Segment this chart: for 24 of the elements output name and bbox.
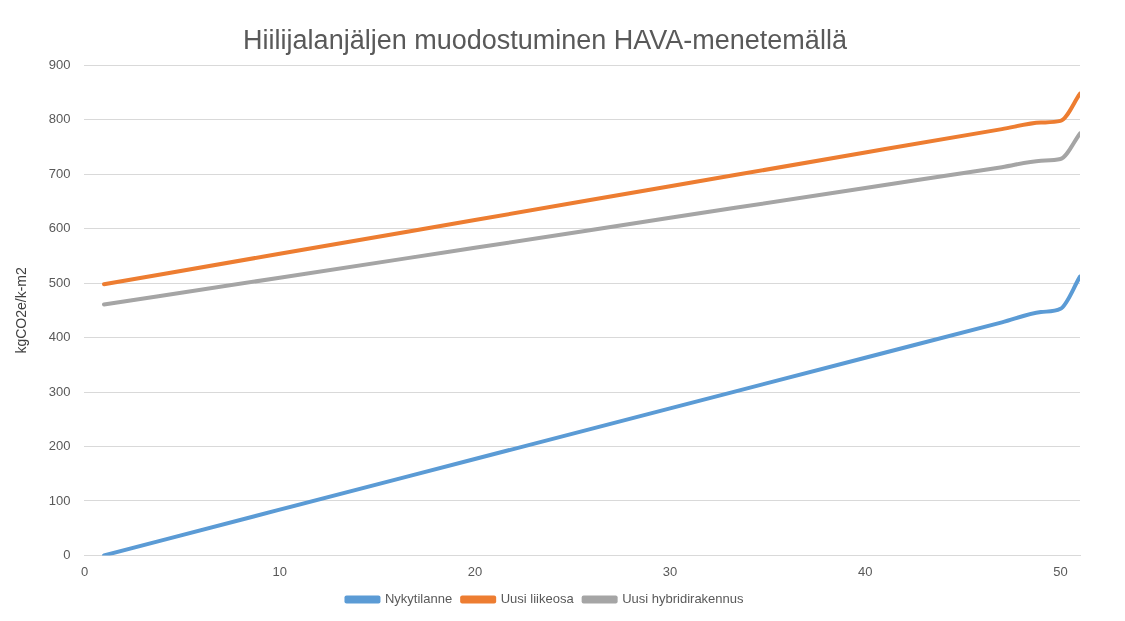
y-tick-label: 300 <box>48 383 71 399</box>
legend-label: Uusi liikeosa <box>500 591 575 607</box>
x-tick-label: 50 <box>1053 563 1068 579</box>
y-tick-label: 600 <box>48 220 71 236</box>
x-tick-label: 40 <box>858 563 873 579</box>
legend-label: Uusi hybridirakennus <box>622 591 745 607</box>
y-tick-label: 200 <box>48 438 71 454</box>
y-tick-label: 500 <box>48 274 71 290</box>
y-axis-title: kgCO2e/k-m2 <box>13 267 30 354</box>
line-series <box>102 91 1080 287</box>
y-tick-label: 800 <box>48 111 71 127</box>
line-series <box>102 131 1080 307</box>
y-tick-label: 400 <box>48 329 71 345</box>
x-tick-label: 30 <box>662 563 678 579</box>
legend-label: Nykytilanne <box>384 591 453 607</box>
x-tick-label: 20 <box>467 563 483 579</box>
y-tick-label: 0 <box>63 546 71 562</box>
x-tick-label: 0 <box>80 563 89 579</box>
y-tick-label: 700 <box>48 165 71 181</box>
chart-title: Hiilijalanjäljen muodostuminen HAVA-menetemällä <box>243 24 848 55</box>
x-tick-label: 10 <box>272 563 287 579</box>
y-tick-label: 900 <box>48 56 71 72</box>
y-tick-label: 100 <box>48 492 71 508</box>
line-series <box>102 274 1080 556</box>
